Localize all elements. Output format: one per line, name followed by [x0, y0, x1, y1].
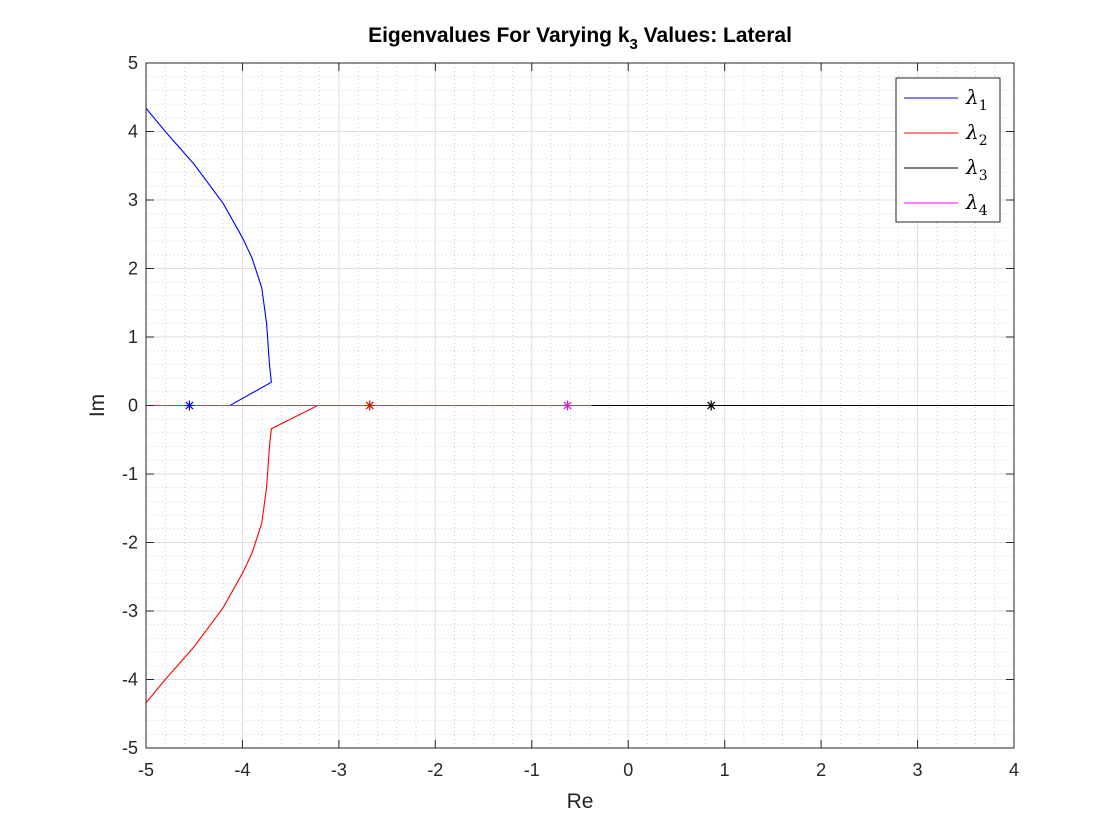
marker-stroke	[185, 401, 194, 410]
x-tick-label: -3	[331, 760, 347, 780]
x-tick-label: -5	[138, 760, 154, 780]
legend-label-lambda2: λ2	[965, 120, 988, 149]
series-line-lambda2	[146, 404, 370, 704]
legend-label-lambda3: λ3	[965, 155, 988, 184]
series-layer	[146, 107, 1014, 704]
legend: λ1 λ2 λ3 λ4	[895, 77, 1001, 223]
axis-ticks	[145, 62, 1015, 749]
y-tick-label: 1	[128, 327, 138, 347]
y-tick-label: 5	[128, 53, 138, 73]
y-tick-label: 0	[128, 396, 138, 416]
y-tick-label: -1	[122, 464, 138, 484]
marker-stroke	[707, 401, 716, 410]
x-tick-label: 3	[913, 760, 923, 780]
legend-label-lambda4: λ4	[965, 190, 988, 219]
series-line-lambda1	[146, 107, 272, 407]
x-tick-label: 1	[720, 760, 730, 780]
y-tick-label: -5	[122, 738, 138, 758]
y-tick-label: -3	[122, 601, 138, 621]
chart-title: Eigenvalues For Varying k3 Values: Later…	[368, 24, 792, 53]
y-tick-label: 4	[128, 122, 138, 142]
legend-label-lambda1: λ1	[965, 85, 988, 114]
y-tick-label: 3	[128, 190, 138, 210]
x-tick-label: 4	[1009, 760, 1019, 780]
legend-box	[895, 77, 1001, 223]
x-tick-label: 0	[623, 760, 633, 780]
y-tick-label: -4	[122, 670, 138, 690]
title-subscript: 3	[630, 36, 638, 53]
marker-lambda3	[706, 400, 717, 411]
x-tick-label: -4	[234, 760, 250, 780]
marker-stroke	[365, 401, 374, 410]
marker-lambda4	[562, 400, 573, 411]
y-tick-label: -2	[122, 533, 138, 553]
x-tick-label: -2	[427, 760, 443, 780]
y-tick-label: 2	[128, 259, 138, 279]
x-tick-labels: -5 -4 -3 -2 -1 0 1 2 3 4	[138, 760, 1019, 780]
x-axis-label: Re	[567, 790, 594, 813]
y-tick-labels: -5 -4 -3 -2 -1 0 1 2 3 4 5	[122, 53, 138, 758]
y-axis-label: Im	[86, 394, 109, 417]
marker-lambda1	[184, 400, 195, 411]
x-tick-label: 2	[816, 760, 826, 780]
x-tick-label: -1	[524, 760, 540, 780]
marker-lambda2	[364, 400, 375, 411]
marker-stroke	[563, 401, 572, 410]
